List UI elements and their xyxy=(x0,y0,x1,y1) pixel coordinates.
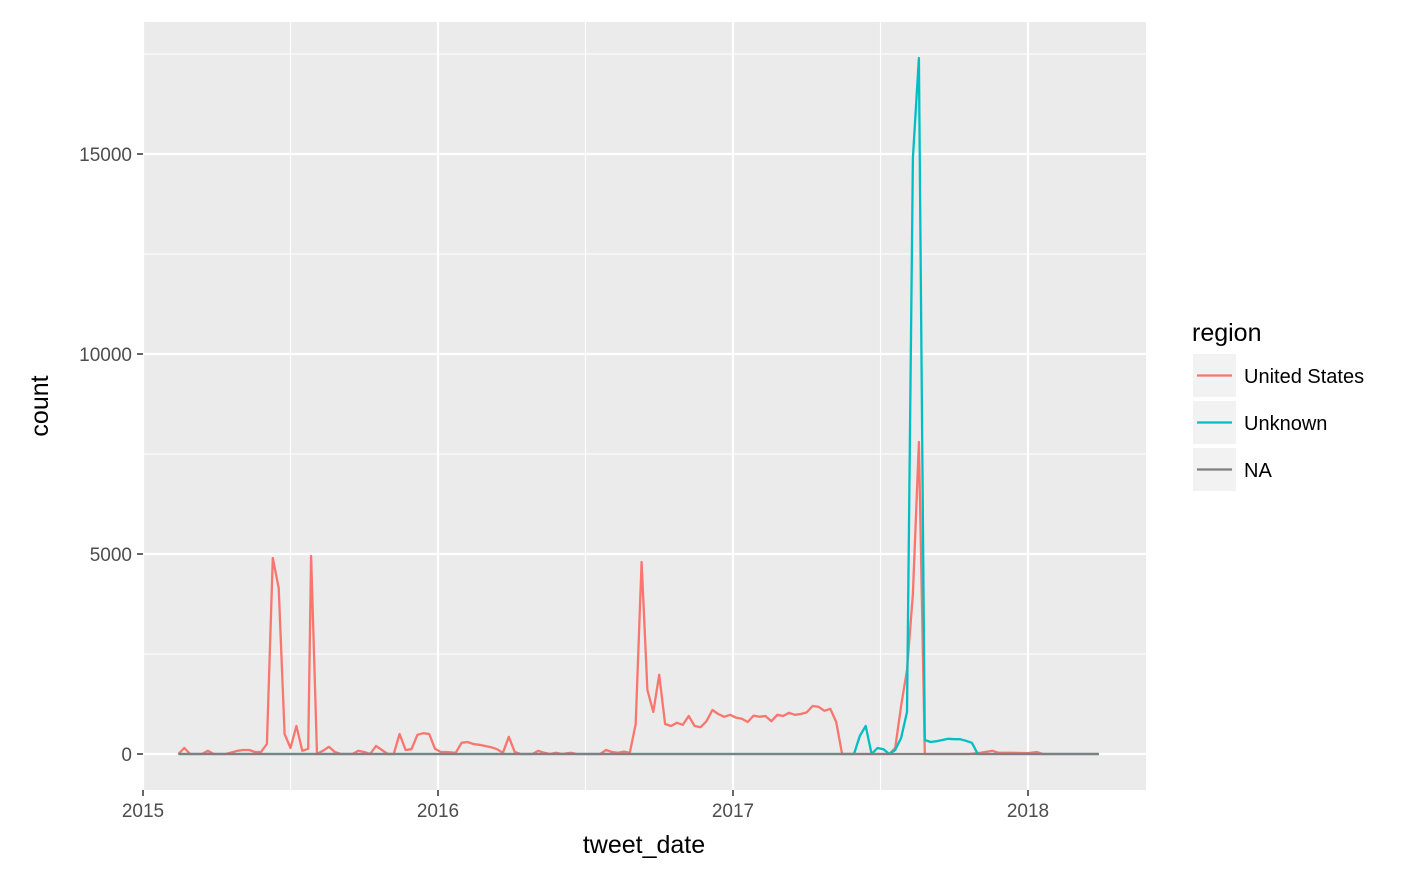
x-tick-label: 2018 xyxy=(1007,801,1049,822)
y-tick-label: 10000 xyxy=(79,345,132,366)
y-axis-title: count xyxy=(26,375,54,436)
legend-title: region xyxy=(1192,319,1262,347)
x-tick-label: 2015 xyxy=(122,801,164,822)
y-tick-label: 0 xyxy=(121,745,132,766)
y-tick-label: 5000 xyxy=(90,545,132,566)
legend-label: United States xyxy=(1244,366,1364,388)
legend-label: NA xyxy=(1244,460,1272,482)
plot-panel xyxy=(143,22,1146,790)
x-tick-label: 2017 xyxy=(712,801,754,822)
series-lines xyxy=(177,56,1099,756)
series-line-unknown xyxy=(178,56,1099,756)
major-gridlines xyxy=(141,22,1146,790)
x-axis: 2015 2016 2017 2018 xyxy=(122,790,1049,822)
legend: region United States Unknown NA xyxy=(1192,319,1364,491)
y-axis: 0 5000 10000 15000 xyxy=(79,145,143,766)
x-axis-title: tweet_date xyxy=(583,831,705,859)
minor-gridlines xyxy=(143,22,1146,790)
x-tick-label: 2016 xyxy=(417,801,459,822)
legend-label: Unknown xyxy=(1244,413,1327,435)
y-tick-label: 15000 xyxy=(79,145,132,166)
